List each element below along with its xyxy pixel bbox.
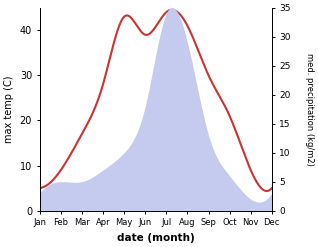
Y-axis label: max temp (C): max temp (C) [4, 75, 14, 143]
Y-axis label: med. precipitation (kg/m2): med. precipitation (kg/m2) [305, 53, 314, 165]
X-axis label: date (month): date (month) [117, 233, 195, 243]
